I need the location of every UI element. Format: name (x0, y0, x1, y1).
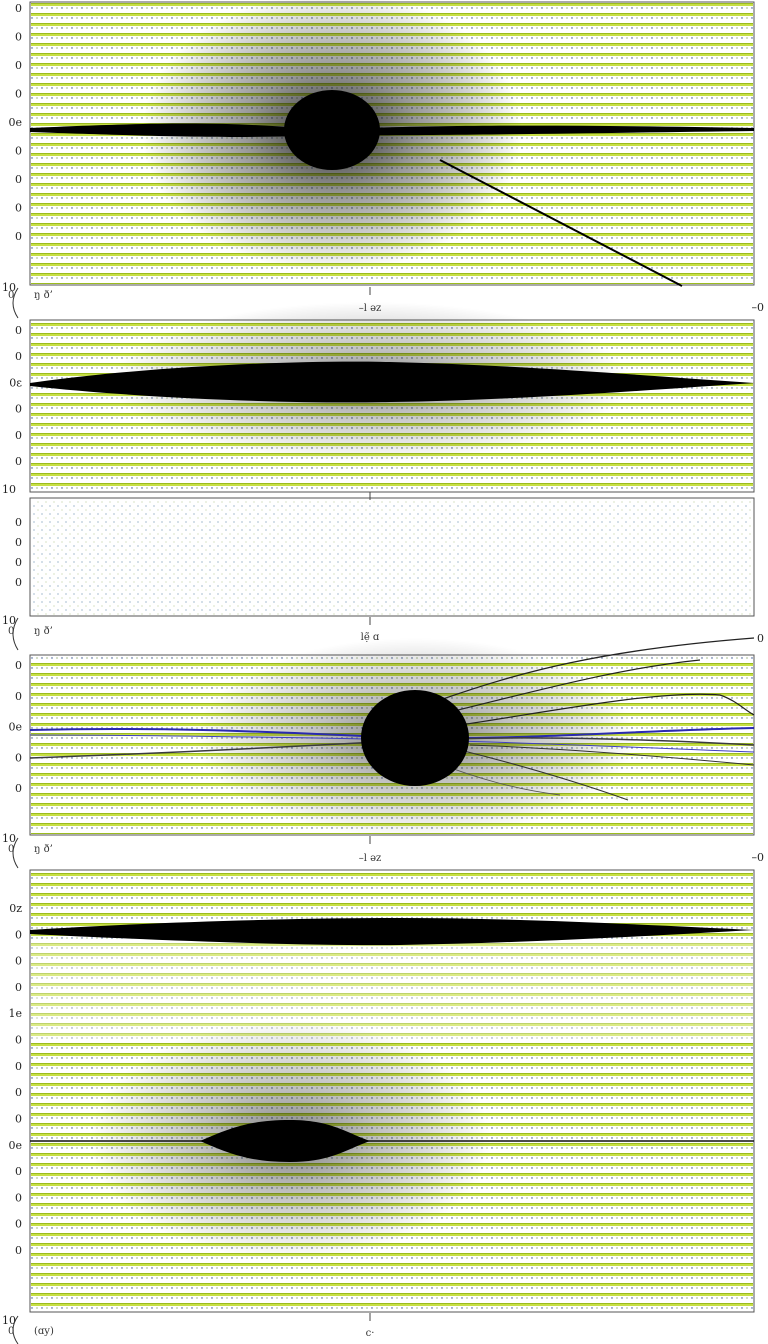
y-tick-label: 0 (15, 230, 22, 243)
x-right-label: 0 (757, 632, 764, 645)
panel-2 (29, 302, 755, 493)
panel-bracket (12, 1315, 19, 1344)
panel-bracket (12, 617, 19, 651)
y-tick-bottom: 10 (2, 614, 16, 627)
panel-1 (29, 0, 755, 287)
panel-1-diagonal (439, 159, 683, 287)
x-right-label: –0 (752, 301, 765, 314)
y-tick-bottom: 10 (2, 281, 16, 294)
y-tick-label: 0 (15, 455, 22, 468)
corner-label: ŋ ð’ (34, 626, 53, 637)
x-axis-label: –l ǝz (359, 853, 382, 864)
x-right-label: –0 (752, 851, 765, 864)
panel-5-wash (31, 940, 753, 1040)
y-tick-label: 0 (15, 576, 22, 589)
y-tick-bottom: 10 (2, 483, 16, 496)
y-tick-label: 0e (8, 116, 22, 129)
corner-label: ŋ ð’ (34, 290, 53, 301)
y-tick-label: 0 (15, 1034, 22, 1047)
y-tick-label: 1e (8, 1007, 22, 1020)
y-tick-bottom: 10 (2, 832, 16, 845)
y-tick-label: 0 (15, 145, 22, 158)
x-axis-label: c· (366, 1328, 375, 1339)
y-tick-label: 0 (15, 1112, 22, 1125)
y-tick-label: 0 (15, 928, 22, 941)
panel-bracket (12, 287, 19, 319)
y-tick-label: 0e (8, 721, 22, 734)
y-tick-label: 0 (15, 659, 22, 672)
y-tick-label: 0 (15, 31, 22, 44)
y-tick-bottom: 10 (2, 1314, 16, 1327)
corner-label: 0 (8, 626, 14, 637)
corner-label: 0 (8, 844, 14, 855)
corner-label: (ɑy) (34, 1326, 54, 1337)
x-axis-label: lẹ̃ ɑ (361, 632, 380, 643)
y-tick-label: 0 (15, 173, 22, 186)
panel-3 (29, 497, 755, 617)
corner-label: ŋ ð’ (34, 844, 53, 855)
y-tick-label: 0 (15, 403, 22, 416)
y-tick-label: 0 (15, 751, 22, 764)
y-tick-label: 0 (15, 1218, 22, 1231)
y-tick-label: 0 (15, 88, 22, 101)
y-tick-label: 0 (15, 1244, 22, 1257)
y-tick-label: 0 (15, 202, 22, 215)
y-tick-label: 0 (15, 981, 22, 994)
y-tick-label: 0 (15, 2, 22, 15)
panel-3-field (31, 499, 753, 615)
panel-2-lens (30, 361, 754, 403)
corner-label: 0 (8, 1326, 14, 1337)
y-tick-label: 0 (15, 324, 22, 337)
y-tick-label: 0z (9, 902, 22, 915)
y-tick-label: 0 (15, 516, 22, 529)
y-tick-label: 0 (15, 429, 22, 442)
panel-5-top-lens (30, 918, 754, 946)
panel-bracket (12, 837, 19, 869)
panel-5 (29, 869, 755, 1313)
y-tick-label: 0 (15, 350, 22, 363)
panel-1-blob (284, 90, 380, 170)
y-tick-label: 0 (15, 690, 22, 703)
y-tick-label: 0e (8, 1139, 22, 1152)
y-tick-label: 0 (15, 1165, 22, 1178)
panel-4-blob (361, 690, 469, 786)
y-tick-label: 0 (15, 1086, 22, 1099)
corner-label: 0 (8, 290, 14, 301)
y-tick-label: 0 (15, 536, 22, 549)
y-tick-label: 0 (15, 782, 22, 795)
panel-4 (29, 637, 755, 838)
y-tick-label: 0 (15, 556, 22, 569)
y-tick-label: 0 (15, 59, 22, 72)
y-tick-label: 0 (15, 1060, 22, 1073)
panel-5-blob (200, 1120, 370, 1162)
y-tick-label: 0 (15, 955, 22, 968)
x-axis-label: –l ǝz (359, 303, 382, 314)
y-tick-label: 0ɛ (9, 376, 22, 389)
y-tick-label: 0 (15, 1191, 22, 1204)
panel-1-line (30, 123, 754, 137)
